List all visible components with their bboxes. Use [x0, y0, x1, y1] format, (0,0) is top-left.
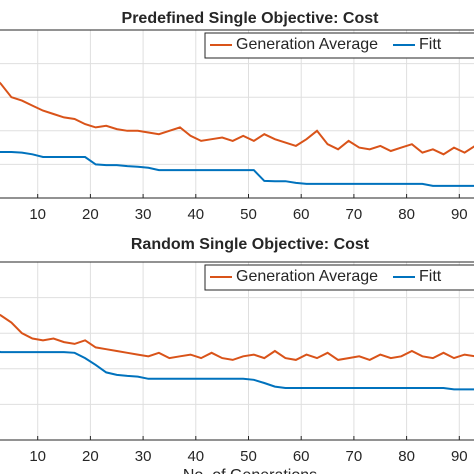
x-tick-label: 90	[451, 448, 468, 465]
legend-label: Fitt	[419, 268, 442, 285]
series-line	[0, 313, 474, 361]
series-line	[0, 81, 474, 156]
x-tick-label: 40	[187, 206, 204, 223]
legend-label: Generation Average	[236, 268, 378, 285]
x-tick-label: 70	[346, 448, 363, 465]
legend-label: Fitt	[419, 36, 442, 53]
axes-box	[0, 29, 474, 199]
x-tick-label: 30	[135, 448, 152, 465]
x-tick-label: 40	[187, 448, 204, 465]
axes-box	[0, 261, 474, 441]
series-line	[0, 350, 474, 391]
chart-title: Predefined Single Objective: Cost	[122, 10, 380, 27]
legend-box	[204, 264, 474, 291]
x-tick-label: 30	[135, 206, 152, 223]
chart-title: Random Single Objective: Cost	[131, 236, 370, 253]
x-tick-label: 20	[82, 206, 99, 223]
x-tick-label: 10	[29, 448, 46, 465]
x-tick-label: 70	[346, 206, 363, 223]
x-tick-label: 80	[398, 448, 415, 465]
series-line	[0, 151, 474, 187]
x-tick-label: 50	[240, 206, 257, 223]
x-tick-label: 60	[293, 206, 310, 223]
x-tick-label: 20	[82, 448, 99, 465]
x-tick-label: 80	[398, 206, 415, 223]
x-tick-label: 50	[240, 448, 257, 465]
legend-box	[204, 32, 474, 59]
x-tick-label: 10	[29, 206, 46, 223]
legend-label: Generation Average	[236, 36, 378, 53]
x-tick-label: 90	[451, 206, 468, 223]
x-tick-label: 60	[293, 448, 310, 465]
x-axis-label: No. of Generations	[183, 467, 317, 474]
plot-area	[0, 262, 474, 440]
